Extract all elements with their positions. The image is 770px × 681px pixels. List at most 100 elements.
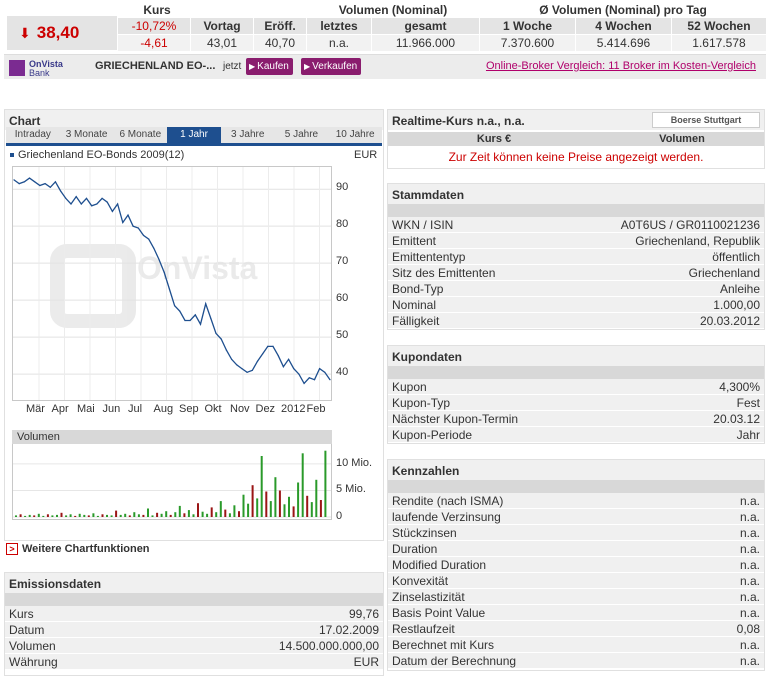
volume-bar: [128, 515, 131, 517]
tab-3-monate[interactable]: 3 Monate: [65, 129, 108, 140]
avg-volume-header: Ø Volumen (Nominal) pro Tag: [539, 3, 707, 17]
volume-bar: [310, 502, 313, 517]
volume-bar: [92, 513, 95, 517]
price-point: [70, 203, 72, 205]
volume-title: Volumen: [12, 430, 332, 444]
x-tick-label: 2012: [281, 403, 306, 415]
tab-6-monate[interactable]: 6 Monate: [119, 129, 162, 140]
price-point: [324, 371, 326, 373]
volume-bar: [169, 514, 172, 517]
volume-bar: [60, 512, 63, 517]
tab-3-jahre[interactable]: 3 Jahre: [231, 129, 265, 140]
volume-bar: [51, 515, 54, 517]
table-row: Nominal 1.000,00: [388, 297, 764, 313]
broker-comparison-link[interactable]: Online-Broker Vergleich: 11 Broker im Ko…: [485, 60, 756, 72]
volume-tick-label: 5 Mio.: [336, 483, 366, 496]
volume-bar: [37, 513, 40, 517]
row-value: n.a.: [739, 590, 760, 604]
tab-10-jahre[interactable]: 10 Jahre: [335, 129, 375, 140]
tab-1-jahr[interactable]: 1 Jahr: [167, 127, 221, 143]
volume-bar: [15, 515, 17, 517]
row-value: n.a.: [739, 574, 760, 588]
volume-bar: [174, 512, 177, 517]
table-row: Stückzinsen n.a.: [388, 525, 764, 541]
y-tick-label: 50: [336, 329, 349, 342]
row-value: 1.000,00: [713, 298, 760, 312]
volume-bar: [106, 514, 108, 517]
letztes-label: letztes: [307, 18, 371, 34]
more-chart-functions-link[interactable]: > Weitere Chartfunktionen: [6, 543, 150, 555]
volume-bar: [124, 513, 127, 517]
letztes-value: n.a.: [307, 35, 371, 51]
price-point: [122, 221, 124, 224]
week52-label: 52 Wochen: [672, 18, 766, 34]
row-value: Anleihe: [719, 282, 760, 296]
vortag-label: Vortag: [191, 18, 253, 34]
broker-bar: OnVista Bank GRIECHENLAND EO-... jetzt ▶…: [4, 54, 766, 79]
volume-bar: [292, 506, 295, 517]
price-point: [313, 379, 316, 381]
price-point: [101, 197, 103, 199]
volume-bar: [324, 450, 327, 517]
volume-bar: [233, 505, 236, 517]
down-arrow-icon: ⬇: [19, 24, 31, 41]
table-row: Kupon-Typ Fest: [388, 395, 764, 411]
week4-value: 5.414.696: [576, 35, 671, 51]
price-point: [23, 181, 25, 183]
table-row: Konvexität n.a.: [388, 573, 764, 589]
row-label: Nominal: [392, 298, 437, 312]
buy-button[interactable]: ▶ Kaufen: [246, 58, 293, 75]
bank-logo-icon: [9, 60, 25, 76]
volume-bar: [65, 515, 68, 517]
price-point: [215, 332, 217, 334]
row-label: Volumen: [9, 639, 56, 653]
volume-bar: [151, 515, 154, 517]
tab-intraday[interactable]: Intraday: [14, 129, 51, 140]
volume-bar: [83, 514, 86, 517]
table-row: Rendite (nach ISMA) n.a.: [388, 493, 764, 509]
volume-bar: [301, 453, 304, 517]
price-point: [117, 203, 119, 205]
volume-bar: [206, 513, 209, 517]
x-tick-label: Dez: [255, 403, 276, 415]
table-row: Berechnet mit Kurs n.a.: [388, 637, 764, 653]
volume-chart[interactable]: [12, 444, 332, 520]
price-point: [308, 377, 310, 379]
x-tick-label: Okt: [204, 403, 222, 415]
row-label: Bond-Typ: [392, 282, 444, 296]
tab-5-jahre[interactable]: 5 Jahre: [284, 129, 319, 140]
play-icon: ▶: [304, 62, 311, 71]
volume-bar: [187, 510, 190, 517]
price-chart[interactable]: OnVista: [12, 166, 332, 401]
price-point: [137, 227, 139, 229]
row-label: Stückzinsen: [392, 526, 457, 540]
kupondaten-panel: Kupondaten Kupon 4,300% Kupon-Typ Fest Näc…: [387, 345, 765, 444]
sell-button[interactable]: ▶ Verkaufen: [301, 58, 362, 75]
price-point: [319, 368, 321, 370]
volume-tick-label: 10 Mio.: [336, 456, 373, 469]
row-label: Modified Duration: [392, 558, 487, 572]
price-series-line: [13, 177, 331, 385]
emission-title: Emissionsdaten: [5, 573, 383, 593]
price-point: [106, 201, 108, 203]
emission-panel: Emissionsdaten Kurs 99,76 Datum 17.02.2009…: [4, 572, 384, 676]
row-label: laufende Verzinsung: [392, 510, 501, 524]
x-tick-label: Apr: [51, 403, 69, 415]
watermark-text: OnVista: [137, 250, 258, 286]
volume-bar: [28, 514, 31, 517]
x-tick-label: Aug: [153, 403, 174, 415]
volume-bar: [110, 515, 113, 517]
row-value: Griechenland, Republik: [635, 234, 760, 248]
row-value: 4,300%: [719, 380, 760, 394]
row-value: 20.03.12: [713, 412, 760, 426]
price-point: [85, 197, 88, 199]
volume-bar: [137, 514, 140, 517]
table-row: Kupon 4,300%: [388, 379, 764, 395]
onvista-bank-logo[interactable]: OnVista Bank: [9, 58, 67, 78]
volume-bar: [210, 507, 213, 517]
x-tick-label: Nov: [230, 403, 250, 415]
bank-logo-line1: OnVista: [29, 59, 63, 69]
row-label: Kupon: [392, 380, 427, 394]
price-point: [148, 238, 150, 240]
row-label: Rendite (nach ISMA): [392, 494, 504, 508]
